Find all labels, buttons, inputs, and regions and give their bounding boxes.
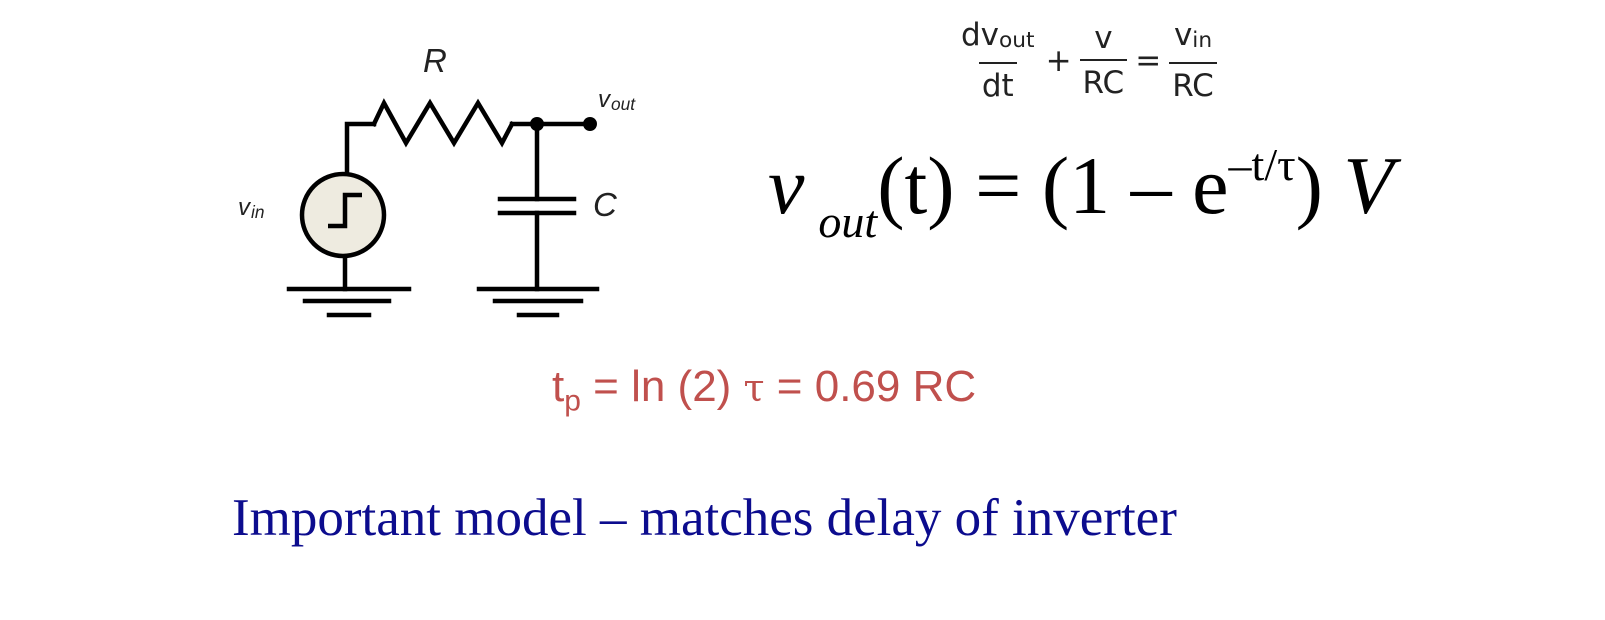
term-vin-over-rc: vin RC [1169, 14, 1217, 108]
term-dvout-dt: dvout dt [958, 14, 1038, 108]
wire-source-to-resistor [344, 121, 377, 178]
output-terminal-dot [583, 117, 597, 131]
ground-symbol-left [286, 286, 412, 318]
plus-sign: + [1045, 42, 1072, 79]
capacitor-label: C [593, 186, 617, 223]
input-voltage-label: vin [238, 194, 265, 222]
equals-sign: = [1135, 42, 1162, 79]
ground-symbol-right [476, 286, 600, 318]
rc-circuit-diagram [286, 98, 600, 318]
step-voltage-source [299, 171, 387, 259]
differential-equation: dvout dt + v RC = vin RC [958, 14, 1217, 108]
resistor-label: R [423, 42, 447, 79]
slide-caption: Important model – matches delay of inver… [232, 489, 1177, 547]
output-voltage-label: vout [598, 86, 636, 114]
resistor [371, 98, 516, 148]
step-response-equation: v out(t) = (1 – e–t/τ) V [768, 139, 1394, 248]
propagation-delay-equation: tp = ln (2) τ = 0.69 RC [552, 362, 977, 418]
step-icon [328, 192, 362, 229]
term-v-over-rc: v RC [1079, 17, 1128, 105]
output-node-dot [530, 117, 544, 131]
